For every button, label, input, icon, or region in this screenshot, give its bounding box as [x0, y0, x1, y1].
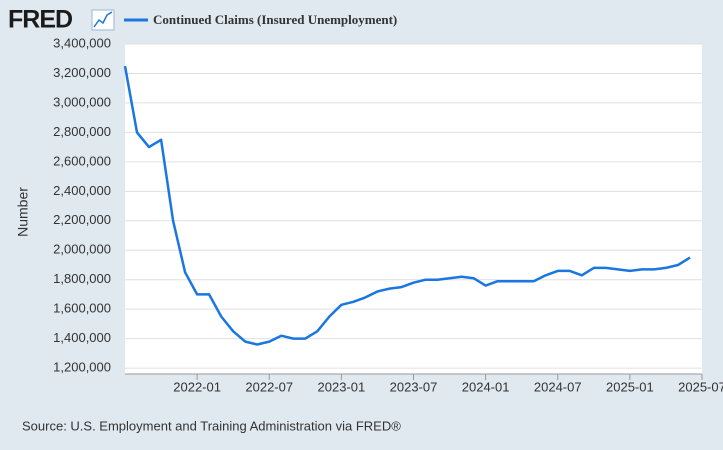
- y-tick-label: 3,400,000: [53, 35, 111, 50]
- y-tick-label: 1,400,000: [53, 330, 111, 345]
- x-tick-label: 2023-01: [318, 379, 366, 394]
- data-line: [123, 65, 691, 346]
- y-tick-label: 1,800,000: [53, 271, 111, 286]
- x-tick-label: 2023-07: [390, 379, 438, 394]
- y-tick-label: 2,200,000: [53, 212, 111, 227]
- source: Source: U.S. Employment and Training Adm…: [22, 418, 401, 433]
- y-tick-label: 2,600,000: [53, 153, 111, 168]
- legend-label: Continued Claims (Insured Unemployment): [153, 12, 397, 27]
- y-axis-label: Number: [15, 187, 31, 237]
- x-tick-label: 2024-01: [462, 379, 510, 394]
- y-tick-label: 2,400,000: [53, 183, 111, 198]
- x-tick-label: 2022-01: [173, 379, 221, 394]
- y-tick-label: 2,000,000: [53, 242, 111, 257]
- y-tick-label: 3,200,000: [53, 65, 111, 80]
- plot-area: [125, 44, 702, 374]
- x-tick-label: 2025-01: [606, 379, 654, 394]
- x-tick-label: 2025-07: [678, 379, 723, 394]
- y-tick-label: 1,600,000: [53, 301, 111, 316]
- logo: FRED: [8, 6, 72, 34]
- y-tick-label: 2,800,000: [53, 124, 111, 139]
- logo-icon: [91, 9, 115, 31]
- x-tick-label: 2024-07: [534, 379, 582, 394]
- y-tick-label: 1,200,000: [53, 360, 111, 375]
- y-tick-label: 3,000,000: [53, 94, 111, 109]
- x-tick-label: 2022-07: [245, 379, 293, 394]
